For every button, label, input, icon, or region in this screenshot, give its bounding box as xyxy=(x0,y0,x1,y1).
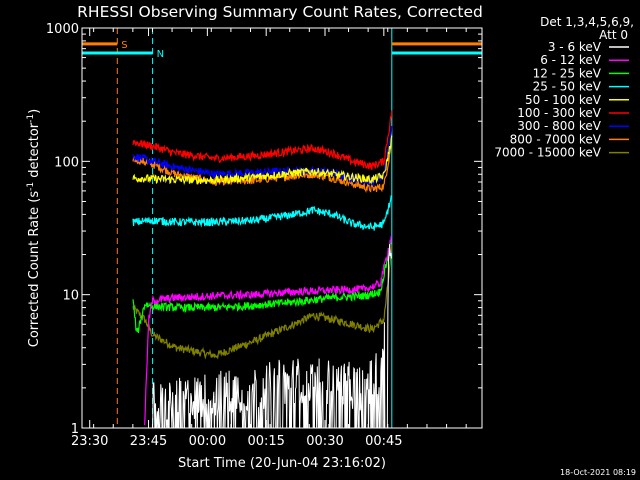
legend-label-2: 12 - 25 keV xyxy=(533,66,602,80)
legend-label-1: 6 - 12 keV xyxy=(540,53,602,67)
series-line-800-7000-kev xyxy=(132,142,393,193)
x-tick-label-4: 00:30 xyxy=(306,434,343,449)
series-line-3-6-kev xyxy=(152,244,392,428)
x-tick-label-0: 23:30 xyxy=(71,434,108,449)
axes: 23:30 23:45 00:00 00:15 00:30 00:45 1 10 100 1000 xyxy=(46,22,482,449)
chart-title: RHESSI Observing Summary Count Rates, Co… xyxy=(77,3,483,21)
legend-label-3: 25 - 50 keV xyxy=(533,80,602,94)
legend-label-4: 50 - 100 keV xyxy=(525,93,602,107)
y-tick-label-0: 1 xyxy=(71,422,79,437)
legend-label-5: 100 - 300 keV xyxy=(517,106,601,120)
x-axis-label: Start Time (20-Jun-04 23:16:02) xyxy=(178,456,386,471)
plot-content: SN xyxy=(82,28,482,428)
flag-label-S: S xyxy=(121,40,127,51)
x-tick-label-3: 00:15 xyxy=(247,434,284,449)
y-tick-label-1: 10 xyxy=(62,289,79,304)
detector-info-line-1: Det 1,3,4,5,6,9, xyxy=(540,15,634,29)
series-line-12-25-kev xyxy=(132,240,393,334)
series-line-6-12-kev xyxy=(144,235,392,426)
plot-frame xyxy=(81,27,483,429)
vertical-lines xyxy=(116,28,482,428)
legend-label-0: 3 - 6 keV xyxy=(548,40,602,54)
detector-info: Det 1,3,4,5,6,9, Att 0 xyxy=(540,15,634,42)
x-tick-label-5: 00:45 xyxy=(365,434,402,449)
series-line-7000-15000-kev xyxy=(132,245,393,360)
y-tick-label-2: 100 xyxy=(54,155,79,170)
y-axis-label-part-2: detector xyxy=(27,122,42,182)
generated-timestamp: 18-Oct-2021 08:19 xyxy=(560,468,636,477)
series-line-25-50-kev xyxy=(132,195,393,231)
legend-label-8: 7000 - 15000 keV xyxy=(494,146,601,160)
y-axis-label: Corrected Count Rate (s-1 detector-1) xyxy=(26,109,42,347)
series-layer xyxy=(132,110,393,428)
legend-label-6: 300 - 800 keV xyxy=(517,119,601,133)
y-tick-label-3: 1000 xyxy=(46,22,79,37)
flag-bars: SN xyxy=(82,40,482,60)
flag-label-N: N xyxy=(157,49,164,60)
y-axis-label-part-3: ) xyxy=(27,109,42,114)
series-line-100-300-kev xyxy=(132,110,393,170)
series-line-50-100-kev xyxy=(132,135,393,186)
y-axis-label-exp-2: -1 xyxy=(26,114,36,123)
y-axis-label-part-1: Corrected Count Rate (s xyxy=(27,191,42,348)
x-tick-label-1: 23:45 xyxy=(130,434,167,449)
detector-info-line-2: Att 0 xyxy=(599,28,628,42)
x-tick-label-2: 00:00 xyxy=(189,434,226,449)
legend-label-7: 800 - 7000 keV xyxy=(510,132,602,146)
y-axis-label-exp-1: -1 xyxy=(26,182,36,191)
